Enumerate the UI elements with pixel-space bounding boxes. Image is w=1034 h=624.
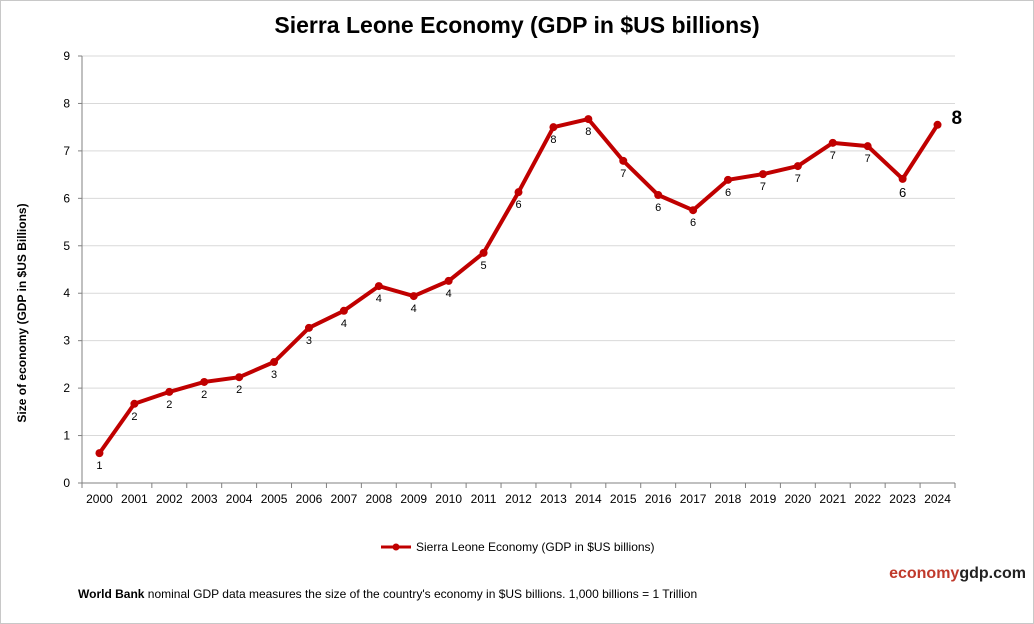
x-tick-label: 2022: [854, 492, 881, 506]
brand-logo[interactable]: economygdp.com: [889, 565, 1026, 583]
y-tick-label: 6: [63, 191, 70, 205]
x-tick-label: 2015: [610, 492, 637, 506]
data-label: 6: [690, 217, 696, 229]
data-label: 7: [865, 153, 871, 165]
x-tick-label: 2021: [819, 492, 846, 506]
data-label: 8: [550, 134, 556, 146]
x-tick-label: 2007: [331, 492, 358, 506]
x-tick-label: 2012: [505, 492, 532, 506]
data-point: [200, 377, 209, 386]
data-label: 4: [341, 318, 347, 330]
series-line: [97, 117, 940, 455]
data-label: 7: [760, 181, 766, 193]
x-tick-label: 2017: [680, 492, 707, 506]
data-point: [95, 449, 104, 458]
data-point: [479, 248, 488, 257]
footnote-text: nominal GDP data measures the size of th…: [144, 587, 698, 601]
data-point: [165, 387, 174, 396]
x-tick-label: 2023: [889, 492, 916, 506]
x-tick-label: 2005: [261, 492, 288, 506]
data-label: 8: [952, 108, 963, 129]
footnote-source: World Bank: [78, 587, 145, 601]
x-tick-label: 2009: [400, 492, 427, 506]
x-tick-label: 2000: [86, 492, 113, 506]
y-tick-label: 5: [63, 239, 70, 253]
chart-title: Sierra Leone Economy (GDP in $US billion…: [274, 12, 760, 38]
data-point: [374, 282, 383, 291]
y-tick-label: 1: [63, 429, 70, 443]
data-label: 2: [131, 411, 137, 423]
data-label: 3: [306, 335, 312, 347]
data-point: [409, 292, 418, 301]
legend-label: Sierra Leone Economy (GDP in $US billion…: [416, 540, 655, 554]
x-tick-label: 2008: [365, 492, 392, 506]
data-label: 6: [515, 199, 521, 211]
x-tick-label: 2010: [435, 492, 462, 506]
legend-line-marker-icon: [381, 543, 411, 551]
y-tick-label: 8: [63, 96, 70, 110]
y-tick-label: 4: [63, 286, 70, 300]
x-tick-label: 2020: [785, 492, 812, 506]
x-tick-label: 2011: [471, 492, 497, 506]
data-label: 3: [271, 369, 277, 381]
x-tick-label: 2016: [645, 492, 672, 506]
data-label: 6: [899, 185, 906, 200]
x-tick-label: 2001: [121, 492, 148, 506]
x-tick-label: 2004: [226, 492, 253, 506]
y-tick-label: 0: [63, 476, 70, 490]
data-point: [863, 142, 872, 151]
data-point: [130, 399, 139, 408]
data-point: [654, 191, 663, 200]
data-point: [584, 115, 593, 124]
brand-part1: economy: [889, 565, 960, 582]
data-label: 4: [376, 293, 382, 305]
x-tick-label: 2019: [750, 492, 777, 506]
data-label: 2: [201, 389, 207, 401]
data-label: 4: [411, 303, 417, 315]
data-point: [758, 170, 767, 179]
x-tick-label: 2018: [715, 492, 742, 506]
data-point: [724, 175, 733, 184]
data-label: 2: [236, 384, 242, 396]
data-point: [304, 323, 313, 332]
data-point: [933, 120, 942, 129]
data-label: 7: [830, 150, 836, 162]
footnote: World Bank nominal GDP data measures the…: [78, 587, 697, 601]
x-tick-label: 2014: [575, 492, 602, 506]
y-tick-label: 3: [63, 334, 70, 348]
data-point: [549, 123, 558, 132]
data-label: 7: [620, 168, 626, 180]
data-label: 2: [166, 399, 172, 411]
data-point: [828, 138, 837, 147]
data-point: [270, 358, 279, 367]
data-label: 1: [96, 460, 102, 472]
data-point: [619, 156, 628, 165]
y-tick-label: 9: [63, 49, 70, 63]
x-tick-label: 2003: [191, 492, 218, 506]
data-label: 7: [795, 173, 801, 185]
data-point: [235, 373, 244, 382]
data-point: [898, 174, 907, 183]
data-label: 6: [725, 187, 731, 199]
data-label: 8: [585, 126, 591, 138]
x-tick-label: 2013: [540, 492, 567, 506]
data-point: [793, 162, 802, 171]
y-tick-label: 2: [63, 381, 70, 395]
data-point: [339, 306, 348, 315]
y-tick-label: 7: [63, 144, 70, 158]
x-tick-label: 2006: [296, 492, 323, 506]
data-point: [689, 206, 698, 215]
x-tick-label: 2002: [156, 492, 183, 506]
data-point: [444, 276, 453, 285]
legend: Sierra Leone Economy (GDP in $US billion…: [380, 540, 655, 554]
data-label: 5: [481, 260, 487, 272]
data-label: 4: [446, 288, 452, 300]
data-point: [514, 188, 523, 197]
data-label: 6: [655, 202, 661, 214]
x-tick-label: 2024: [924, 492, 951, 506]
brand-part2: gdp.com: [959, 565, 1026, 582]
